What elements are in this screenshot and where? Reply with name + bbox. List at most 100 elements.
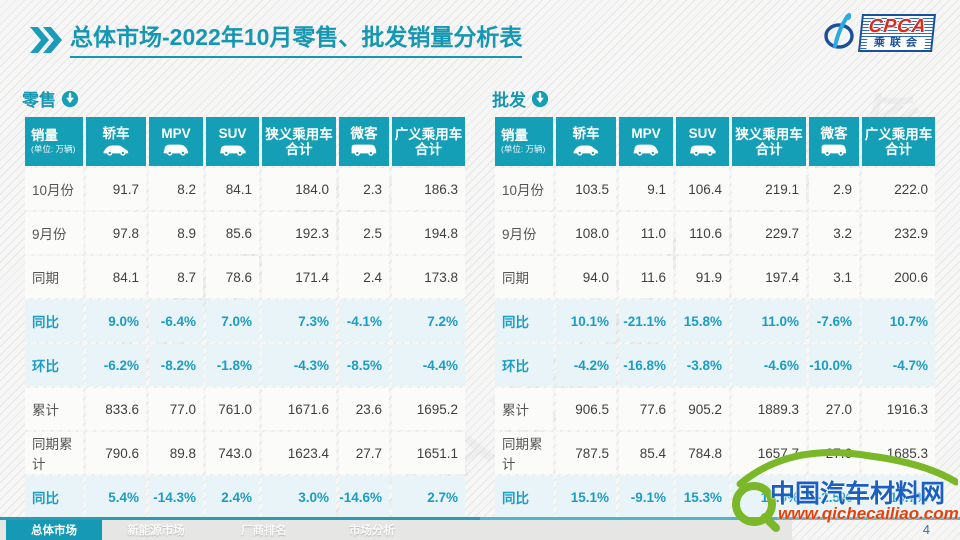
column-header: 销量 (单位: 万辆) bbox=[25, 117, 83, 166]
column-header: SUV bbox=[206, 117, 259, 166]
table-cell: 906.5 bbox=[556, 388, 616, 430]
table-cell: 1889.3 bbox=[732, 388, 806, 430]
column-header: 轿车 bbox=[86, 117, 146, 166]
table-cell: 8.2 bbox=[149, 168, 203, 210]
row-label: 同比 bbox=[25, 300, 83, 342]
row-label: 10月份 bbox=[495, 168, 553, 210]
table-cell: -4.3% bbox=[262, 344, 336, 386]
row-label: 同比 bbox=[495, 300, 553, 342]
table-cell: 784.8 bbox=[676, 432, 729, 474]
column-header: 广义乘用车合计 bbox=[392, 117, 465, 166]
row-label: 同期 bbox=[25, 256, 83, 298]
table-row: 同期累计 790.6 89.8 743.0 1623.4 27.7 1651.1 bbox=[25, 432, 465, 474]
column-header: 狭义乘用车合计 bbox=[732, 117, 806, 166]
table-cell: 27.7 bbox=[339, 432, 389, 474]
table-cell: 9.1 bbox=[619, 168, 673, 210]
table-row: 同比 9.0% -6.4% 7.0% 7.3% -4.1% 7.2% bbox=[25, 300, 465, 342]
table-cell: -14.6% bbox=[339, 476, 389, 518]
table-cell: 1651.1 bbox=[392, 432, 465, 474]
column-header-label: 狭义乘用车合计 bbox=[265, 126, 333, 157]
column-header: 微客 bbox=[809, 117, 859, 166]
table-cell: 89.8 bbox=[149, 432, 203, 474]
footer-divider bbox=[0, 517, 960, 520]
table-cell: 3.1 bbox=[809, 256, 859, 298]
table-row: 累计 906.5 77.6 905.2 1889.3 27.0 1916.3 bbox=[495, 388, 935, 430]
table-cell: 197.4 bbox=[732, 256, 806, 298]
table-cell: -8.2% bbox=[149, 344, 203, 386]
page-title-bold: 总体市场 bbox=[70, 24, 162, 50]
table-cell: 2.9 bbox=[809, 168, 859, 210]
table-cell: -3.8% bbox=[676, 344, 729, 386]
column-header: 销量 (单位: 万辆) bbox=[495, 117, 553, 166]
column-header-label: 狭义乘用车合计 bbox=[735, 126, 803, 157]
table-cell: 103.5 bbox=[556, 168, 616, 210]
table-cell: -16.8% bbox=[619, 344, 673, 386]
table-cell: -1.8% bbox=[206, 344, 259, 386]
footer-tab-inactive[interactable]: 市场分析 bbox=[349, 525, 395, 537]
table-row: 环比 -4.2% -16.8% -3.8% -4.6% -10.0% -4.7% bbox=[495, 344, 935, 386]
circle-down-arrow-icon bbox=[61, 90, 79, 107]
table-cell: 8.7 bbox=[149, 256, 203, 298]
table-cell: 171.4 bbox=[262, 256, 336, 298]
sedan-icon bbox=[88, 142, 144, 157]
page-title-rest: -2022年10月零售、批发销量分析表 bbox=[162, 24, 523, 50]
column-header: SUV bbox=[676, 117, 729, 166]
table-cell: 1623.4 bbox=[262, 432, 336, 474]
cpca-swoosh-icon bbox=[824, 13, 854, 49]
table-cell: -4.4% bbox=[392, 344, 465, 386]
mpv-icon bbox=[151, 142, 201, 157]
table-cell: -9.1% bbox=[619, 476, 673, 518]
footer-tab-inactive[interactable]: 新能源市场 bbox=[127, 525, 185, 537]
van-icon bbox=[811, 142, 857, 157]
table-cell: 27.0 bbox=[809, 388, 859, 430]
row-label: 10月份 bbox=[25, 168, 83, 210]
column-header-label: 广义乘用车合计 bbox=[864, 126, 933, 157]
table-cell: 97.8 bbox=[86, 212, 146, 254]
table-cell: 790.6 bbox=[86, 432, 146, 474]
table-cell: 2.4 bbox=[339, 256, 389, 298]
column-header: MPV bbox=[619, 117, 673, 166]
column-header-label: 广义乘用车合计 bbox=[394, 126, 463, 157]
table-row: 同比 10.1% -21.1% 15.8% 11.0% -7.6% 10.7% bbox=[495, 300, 935, 342]
table-cell: -7.6% bbox=[809, 300, 859, 342]
circle-down-arrow-icon bbox=[531, 90, 549, 107]
table-row: 同期 94.0 11.6 91.9 197.4 3.1 200.6 bbox=[495, 256, 935, 298]
row-label: 累计 bbox=[25, 388, 83, 430]
table-cell: 787.5 bbox=[556, 432, 616, 474]
column-header-label: 微客 bbox=[820, 126, 848, 141]
table-cell: -4.2% bbox=[556, 344, 616, 386]
cpca-badge: CPCA 乘联会 bbox=[858, 14, 936, 52]
table-cell: 15.3% bbox=[676, 476, 729, 518]
table-cell: -4.6% bbox=[732, 344, 806, 386]
footer-tab-active[interactable]: 总体市场 bbox=[6, 520, 102, 540]
table-cell: 905.2 bbox=[676, 388, 729, 430]
retail-table: 销量 (单位: 万辆) 轿车 MPV SUV 狭义乘用车合计 微客 广义乘用车合计 10月份 91… bbox=[22, 115, 468, 520]
table-cell: 200.6 bbox=[862, 256, 935, 298]
table-cell: 7.3% bbox=[262, 300, 336, 342]
table-cell: 85.4 bbox=[619, 432, 673, 474]
table-cell: 11.0% bbox=[732, 300, 806, 342]
footer-tab-inactive[interactable]: 厂商排名 bbox=[241, 525, 287, 537]
cpca-logo: CPCA 乘联会 bbox=[818, 12, 936, 54]
green-car-swoosh-icon bbox=[732, 449, 958, 532]
cpca-chinese-name: 乘联会 bbox=[866, 37, 926, 50]
table-cell: 229.7 bbox=[732, 212, 806, 254]
retail-table-block: 零售 销量 (单位: 万辆) 轿车 MPV SUV 狭义乘用车合计 微客 广义乘用车合计 10月… bbox=[22, 86, 468, 520]
cpca-acronym: CPCA bbox=[867, 16, 928, 37]
column-header: 轿车 bbox=[556, 117, 616, 166]
table-row: 同期 84.1 8.7 78.6 171.4 2.4 173.8 bbox=[25, 256, 465, 298]
table-cell: 1916.3 bbox=[862, 388, 935, 430]
table-cell: 94.0 bbox=[556, 256, 616, 298]
table-cell: 5.4% bbox=[86, 476, 146, 518]
sedan-icon bbox=[558, 142, 614, 157]
column-header: 广义乘用车合计 bbox=[862, 117, 935, 166]
site-watermark: 中国汽车材料网 www.qichecailiao.com bbox=[730, 448, 959, 534]
table-cell: 108.0 bbox=[556, 212, 616, 254]
table-cell: 2.7% bbox=[392, 476, 465, 518]
table-cell: 761.0 bbox=[206, 388, 259, 430]
table-row: 9月份 97.8 8.9 85.6 192.3 2.5 194.8 bbox=[25, 212, 465, 254]
table-cell: 184.0 bbox=[262, 168, 336, 210]
wholesale-table-label: 批发 bbox=[492, 86, 938, 111]
slide-header: 总体市场-2022年10月零售、批发销量分析表 bbox=[30, 24, 523, 58]
column-header-label: 轿车 bbox=[102, 126, 130, 141]
